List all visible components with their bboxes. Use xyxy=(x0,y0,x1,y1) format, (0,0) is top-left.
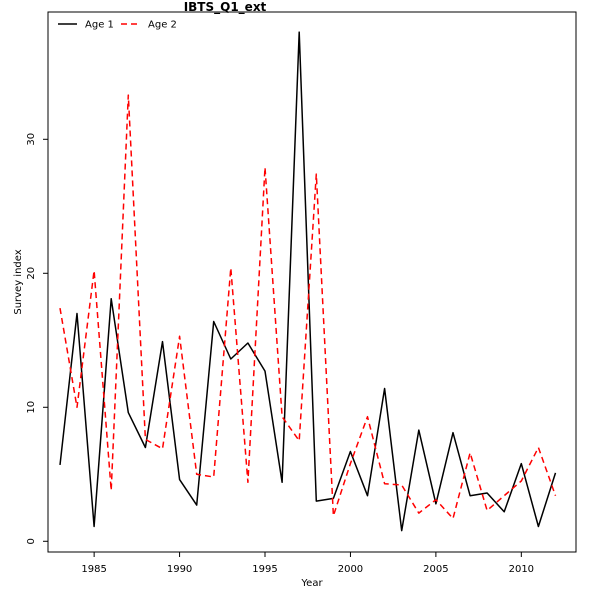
x-tick-label: 2000 xyxy=(338,564,363,575)
legend: Age 1 Age 2 xyxy=(58,20,177,31)
series-line-2 xyxy=(59,94,557,520)
plot-frame xyxy=(47,11,577,553)
y-tick-label: 10 xyxy=(26,401,37,414)
y-axis: 0 10 20 30 xyxy=(26,133,48,544)
x-tick-label: 1990 xyxy=(167,564,192,575)
x-tick-label: 1995 xyxy=(252,564,277,575)
legend-label-2: Age 2 xyxy=(148,20,177,31)
chart-title: IBTS_Q1_ext xyxy=(184,0,267,15)
x-axis: 1985 1990 1995 2000 2005 2010 xyxy=(81,552,534,575)
y-axis-title: Survey index xyxy=(13,249,24,314)
x-axis-title: Year xyxy=(300,578,323,589)
x-tick-label: 2010 xyxy=(509,564,534,575)
y-tick-label: 30 xyxy=(26,133,37,146)
legend-label-1: Age 1 xyxy=(85,20,114,31)
y-tick-label: 20 xyxy=(26,267,37,280)
x-tick-label: 1985 xyxy=(81,564,106,575)
x-tick-label: 2005 xyxy=(423,564,448,575)
y-tick-label: 0 xyxy=(26,538,37,544)
series-line-1 xyxy=(59,31,557,532)
series-layer xyxy=(59,31,557,532)
